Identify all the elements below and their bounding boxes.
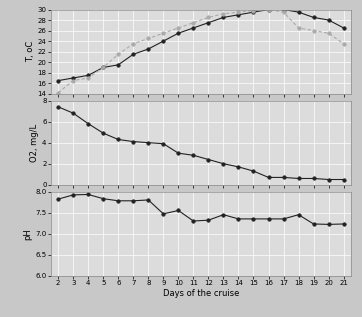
Y-axis label: O2, mg/L: O2, mg/L	[30, 124, 39, 162]
Y-axis label: pH: pH	[24, 228, 33, 240]
X-axis label: Days of the cruise: Days of the cruise	[163, 289, 239, 298]
Y-axis label: T, oC: T, oC	[26, 41, 35, 62]
